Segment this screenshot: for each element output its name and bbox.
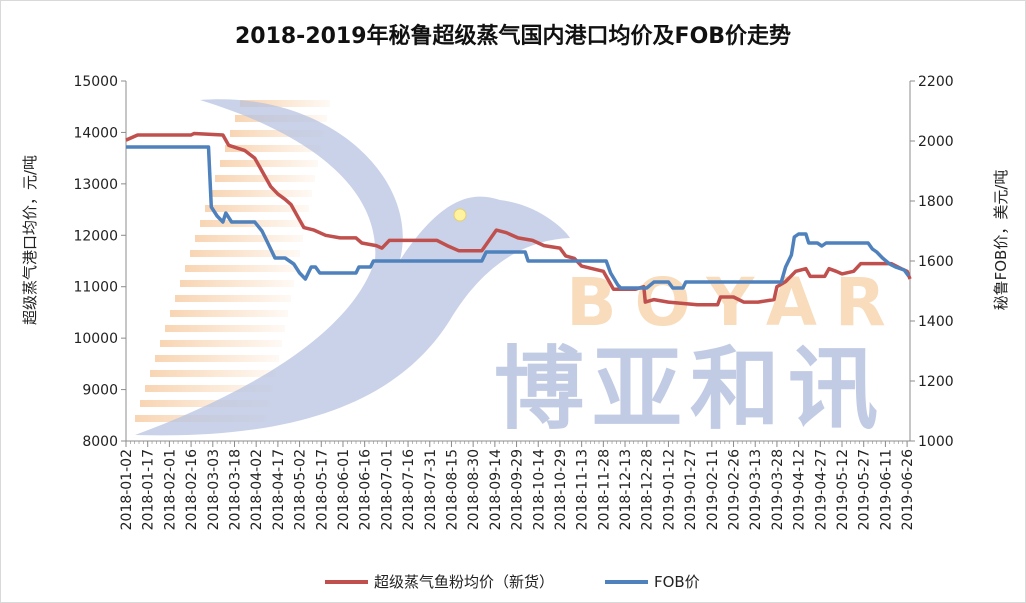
x-tick-label: 2018-11-13	[575, 449, 591, 530]
boyar-watermark-logo: BOYAR 博亚和讯	[135, 99, 903, 442]
x-tick-label: 2018-06-01	[336, 449, 352, 530]
x-tick-label: 2018-12-28	[640, 449, 656, 530]
x-tick-label: 2019-06-11	[878, 449, 894, 530]
x-tick-label: 2019-01-12	[661, 449, 677, 530]
watermark-stripe	[190, 250, 300, 257]
series-group	[125, 131, 912, 307]
watermark-stripe	[210, 190, 312, 197]
x-tick-label: 2018-08-30	[466, 449, 482, 530]
x-tick-label: 2018-07-31	[423, 449, 439, 530]
watermark-stripe	[240, 100, 330, 107]
x-tick-label: 2018-09-29	[510, 449, 526, 530]
watermark-stripe	[140, 400, 270, 407]
watermark-stripe	[155, 355, 279, 362]
y-left-tick-label: 13000	[73, 177, 118, 193]
x-tick-label: 2018-04-02	[249, 449, 265, 530]
y-left-tick-label: 15000	[73, 74, 118, 90]
x-tick-label: 2019-04-27	[813, 449, 829, 530]
y-left-tick-label: 9000	[82, 383, 118, 399]
watermark-stripe	[170, 310, 288, 317]
x-tick-label: 2018-12-13	[618, 449, 634, 530]
x-tick-label: 2018-03-03	[206, 449, 222, 530]
watermark-stripe	[205, 205, 309, 212]
legend-label-series-1: FOB价	[654, 573, 700, 591]
x-tick-label: 2018-02-16	[184, 449, 200, 530]
watermark-stripe	[195, 235, 303, 242]
x-tick-label: 2018-09-14	[488, 449, 504, 530]
x-tick-label: 2019-02-11	[705, 449, 721, 530]
y-right-tick-label: 1800	[918, 194, 954, 210]
series-line-1	[126, 145, 911, 290]
watermark-stripe	[180, 280, 294, 287]
watermark-latin-text: BOYAR	[566, 264, 903, 341]
x-tick-label: 2018-05-17	[314, 449, 330, 530]
x-tick-label: 2018-01-17	[141, 449, 157, 530]
watermark-stripe	[145, 385, 273, 392]
chart-title: 2018-2019年秘鲁超级蒸气国内港口均价及FOB价走势	[234, 24, 792, 49]
watermark-bird-eye	[453, 208, 467, 222]
watermark-stripe	[175, 295, 291, 302]
y-right-tick-label: 2200	[918, 74, 954, 90]
x-tick-label: 2018-10-14	[531, 449, 547, 530]
watermark-chinese-text: 博亚和讯	[494, 337, 886, 442]
x-tick-label: 2019-01-27	[683, 449, 699, 530]
y-right-tick-label: 1000	[918, 434, 954, 450]
watermark-stripe	[185, 265, 297, 272]
y-left-axis-label: 超级蒸气港口均价，元/吨	[21, 155, 39, 325]
x-tick-label: 2018-06-16	[358, 449, 374, 530]
watermark-stripe	[150, 370, 276, 377]
x-tick-label: 2018-11-28	[596, 449, 612, 530]
y-right-tick-label: 1200	[918, 374, 954, 390]
y-left-tick-label: 14000	[73, 125, 118, 141]
legend: 超级蒸气鱼粉均价（新货） FOB价	[325, 573, 700, 591]
watermark-stripe	[225, 145, 321, 152]
watermark-stripe	[230, 130, 324, 137]
y-right-tick-label: 1600	[918, 254, 954, 270]
x-tick-label: 2018-03-18	[227, 449, 243, 530]
y-left-tick-label: 11000	[73, 280, 118, 296]
legend-label-series-0: 超级蒸气鱼粉均价（新货）	[374, 573, 554, 591]
x-tick-label: 2018-10-29	[553, 449, 569, 530]
x-tick-label: 2018-02-01	[162, 449, 178, 530]
axes: 8000 9000 10000 11000 12000 13000 14000 15000 10…	[73, 74, 953, 530]
y-left-tick-label: 12000	[73, 228, 118, 244]
x-tick-label: 2018-08-15	[444, 449, 460, 530]
y-right-tick-label: 1400	[918, 314, 954, 330]
x-tick-label: 2019-05-27	[857, 449, 873, 530]
x-tick-label: 2018-07-16	[401, 449, 417, 530]
x-tick-label: 2019-04-12	[792, 449, 808, 530]
x-tick-label: 2018-01-02	[119, 449, 135, 530]
x-tick-label: 2019-02-26	[727, 449, 743, 530]
watermark-stripe	[220, 160, 318, 167]
y-right-axis-label: 秘鲁FOB价，美元/吨	[992, 170, 1010, 311]
x-tick-label: 2018-07-01	[379, 449, 395, 530]
x-tick-label: 2019-03-28	[770, 449, 786, 530]
watermark-bird-shape	[135, 99, 570, 436]
x-tick-label: 2019-06-26	[900, 449, 916, 530]
y-left-tick-label: 8000	[82, 434, 118, 450]
x-tick-label: 2019-05-12	[835, 449, 851, 530]
y-right-tick-label: 2000	[918, 134, 954, 150]
x-tick-label: 2019-03-13	[748, 449, 764, 530]
series-line-0	[125, 131, 912, 307]
y-left-tick-label: 10000	[73, 331, 118, 347]
watermark-stripe	[160, 340, 282, 347]
watermark-stripe	[165, 325, 285, 332]
x-tick-label: 2018-04-17	[271, 449, 287, 530]
x-tick-label: 2018-05-02	[293, 449, 309, 530]
